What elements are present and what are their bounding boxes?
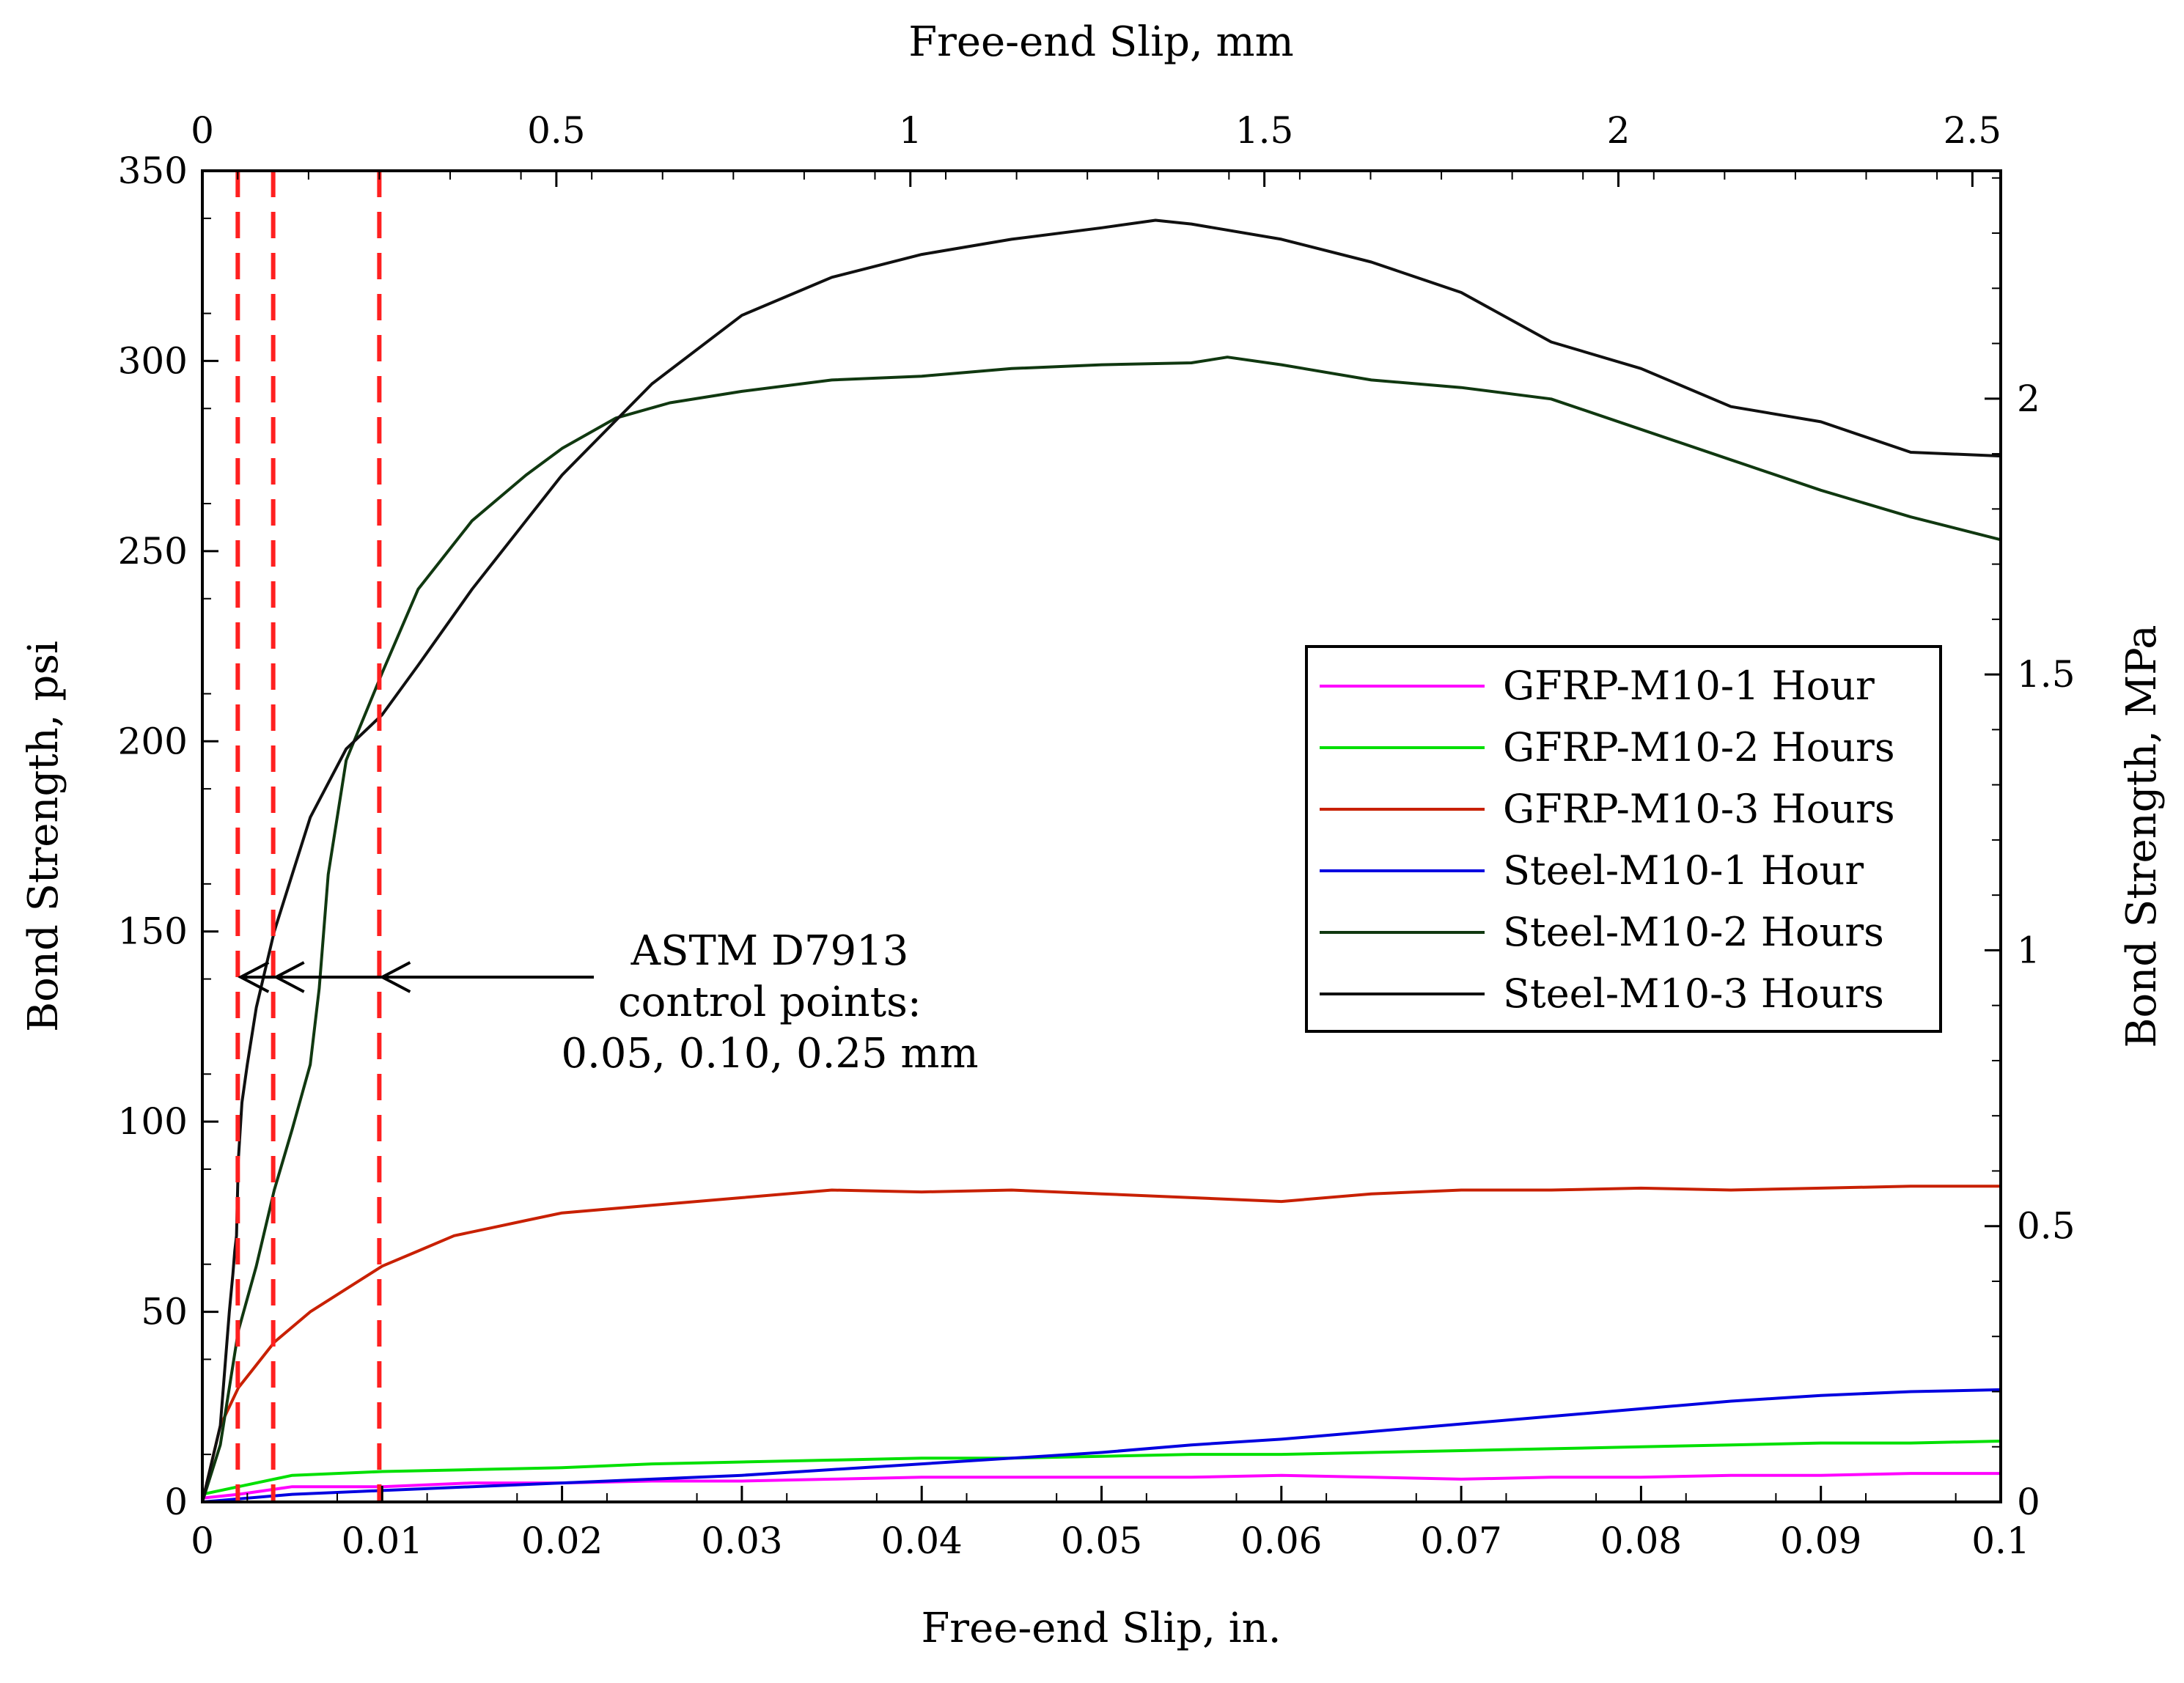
- x-axis-top-title: Free-end Slip, mm: [908, 18, 1294, 66]
- annotation-arrow-head: [379, 961, 411, 993]
- y-right-tick-label: 0.5: [2017, 1205, 2075, 1248]
- x-bottom-tick-label: 0.03: [701, 1520, 782, 1562]
- legend-label: Steel-M10-3 Hours: [1503, 971, 1884, 1017]
- y-left-tick-label: 250: [118, 530, 188, 572]
- series-line-gfrp-m10-1-hour: [202, 1472, 2001, 1500]
- x-top-tick-label: 2.5: [1944, 109, 2002, 152]
- x-bottom-tick-label: 0.06: [1240, 1520, 1322, 1562]
- x-bottom-tick-label: 0.1: [1971, 1520, 2030, 1562]
- y-right-tick-label: 1.5: [2017, 653, 2075, 696]
- y-right-tick-label: 2: [2017, 378, 2040, 420]
- y-left-tick-label: 50: [141, 1291, 188, 1333]
- y-left-tick-label: 0: [164, 1481, 188, 1523]
- legend-label: GFRP-M10-1 Hour: [1503, 663, 1875, 709]
- series-line-steel-m10-2-hours: [202, 356, 2001, 1502]
- y-left-tick-label: 150: [118, 910, 188, 953]
- series-line-steel-m10-1-hour: [202, 1388, 2001, 1502]
- y-axis-left-title: Bond Strength, psi: [20, 641, 67, 1032]
- y-left-tick-label: 350: [118, 150, 188, 192]
- x-bottom-tick-label: 0.05: [1061, 1520, 1142, 1562]
- annotation-arrow-head: [273, 961, 305, 993]
- x-bottom-tick-label: 0.08: [1600, 1520, 1682, 1562]
- x-bottom-tick-label: 0.09: [1780, 1520, 1861, 1562]
- y-left-tick-label: 100: [118, 1100, 188, 1143]
- series-line-gfrp-m10-3-hours: [202, 1185, 2001, 1502]
- x-bottom-tick-label: 0.02: [521, 1520, 603, 1562]
- annotation: ASTM D7913 control points: 0.05, 0.10, 0…: [238, 927, 979, 1078]
- annotation-line-2: control points:: [618, 979, 922, 1026]
- x-top-tick-label: 2: [1607, 109, 1630, 152]
- annotation-line-3: 0.05, 0.10, 0.25 mm: [561, 1030, 978, 1078]
- x-top-tick-label: 1: [899, 109, 922, 152]
- annotation-arrow-head: [238, 961, 270, 993]
- legend-label: GFRP-M10-2 Hours: [1503, 724, 1895, 770]
- y-right-tick-label: 1: [2017, 929, 2040, 971]
- x-top-tick-label: 1.5: [1235, 109, 1294, 152]
- legend: GFRP-M10-1 Hour GFRP-M10-2 Hours GFRP-M10-…: [1305, 645, 1942, 1033]
- y-axis-right-title: Bond Strength, MPa: [2118, 625, 2166, 1047]
- x-bottom-tick-label: 0: [191, 1520, 214, 1562]
- y-left-tick-label: 200: [118, 720, 188, 762]
- x-top-tick-label: 0: [191, 109, 214, 152]
- y-left-tick-label: 300: [118, 339, 188, 382]
- x-axis-bottom-title: Free-end Slip, in.: [921, 1605, 1281, 1652]
- series-line-gfrp-m10-2-hours: [202, 1440, 2001, 1496]
- x-bottom-tick-label: 0.07: [1420, 1520, 1501, 1562]
- x-bottom-tick-label: 0.04: [881, 1520, 963, 1562]
- x-bottom-tick-label: 0.01: [342, 1520, 423, 1562]
- y-right-tick-label: 0: [2017, 1481, 2040, 1523]
- legend-box: [1305, 645, 1942, 1033]
- annotation-line-1: ASTM D7913: [630, 927, 909, 975]
- legend-label: Steel-M10-1 Hour: [1503, 847, 1864, 894]
- x-top-tick-label: 0.5: [527, 109, 586, 152]
- legend-label: Steel-M10-2 Hours: [1503, 909, 1884, 955]
- legend-label: GFRP-M10-3 Hours: [1503, 786, 1895, 832]
